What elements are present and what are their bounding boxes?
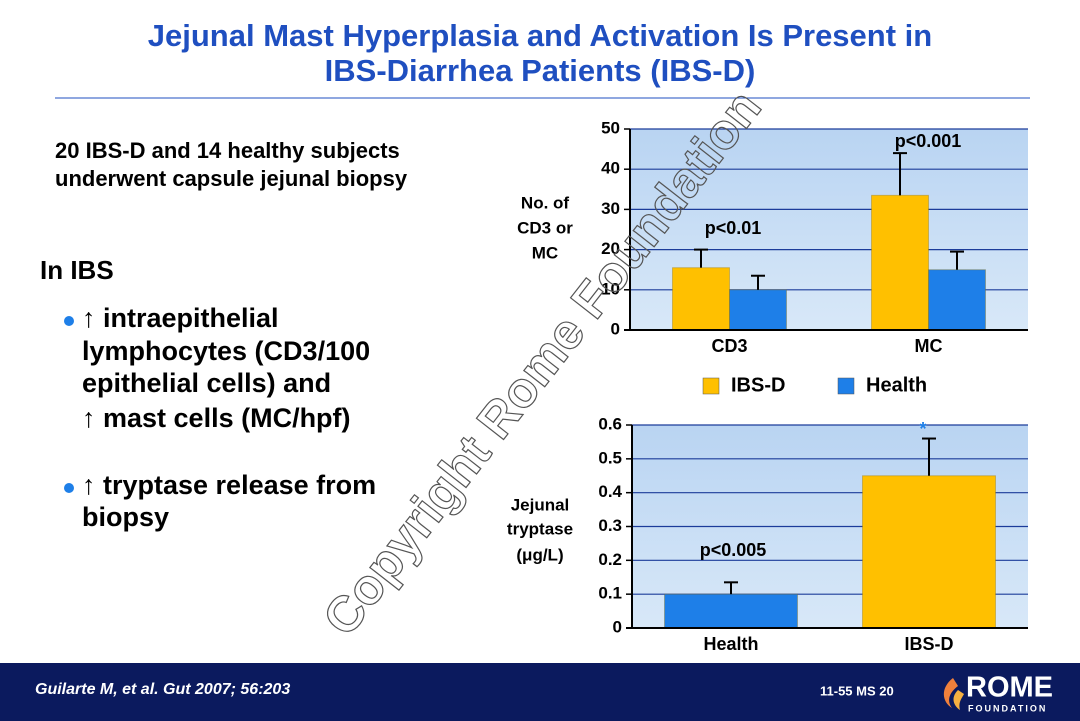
bar xyxy=(664,593,798,629)
legend-swatch xyxy=(702,377,720,395)
logo-sub: FOUNDATION xyxy=(968,703,1047,713)
bullet-dot xyxy=(64,483,74,493)
y-axis-label: Jejunal xyxy=(511,495,570,514)
bar xyxy=(928,269,986,331)
bullet-line: lymphocytes (CD3/100 xyxy=(82,336,370,366)
y-axis-label: MC xyxy=(532,243,558,262)
y-axis-label: No. of xyxy=(521,193,569,212)
y-tick-label: 0.5 xyxy=(598,448,622,467)
heading: In IBS xyxy=(40,255,114,285)
annotation: p<0.01 xyxy=(705,218,762,238)
slide-number: 11-55 MS 20 xyxy=(820,683,894,698)
bullet-dot xyxy=(64,316,74,326)
bar xyxy=(729,289,787,331)
bullet-line: epithelial cells) and xyxy=(82,368,331,398)
y-tick-label: 20 xyxy=(601,239,620,258)
x-tick-label: Health xyxy=(703,634,758,654)
annotation: p<0.001 xyxy=(895,131,962,151)
y-tick-label: 10 xyxy=(601,279,620,298)
annotation: p<0.005 xyxy=(700,540,767,560)
y-axis-label: CD3 or xyxy=(517,218,573,237)
y-tick-label: 0.2 xyxy=(598,550,622,569)
intro-line: 20 IBS-D and 14 healthy subjects xyxy=(55,138,400,163)
logo-flame xyxy=(953,690,964,710)
bar xyxy=(862,475,996,629)
y-tick-label: 30 xyxy=(601,199,620,218)
legend-swatch xyxy=(837,377,855,395)
y-tick-label: 0.1 xyxy=(598,584,622,603)
logo-name: ROME xyxy=(966,672,1053,704)
bullet-line: ↑ mast cells (MC/hpf) xyxy=(82,403,351,433)
intro-line: underwent capsule jejunal biopsy xyxy=(55,166,408,191)
y-axis-label: tryptase xyxy=(507,519,573,538)
y-tick-label: 40 xyxy=(601,159,620,178)
y-tick-label: 0.6 xyxy=(598,414,622,433)
logo-flame xyxy=(943,678,958,708)
citation: Guilarte M, et al. Gut 2007; 56:203 xyxy=(35,681,290,698)
legend-label: Health xyxy=(866,374,927,396)
x-tick-label: IBS-D xyxy=(905,634,954,654)
y-tick-label: 0.4 xyxy=(598,482,622,501)
footer-band xyxy=(0,663,1080,721)
y-tick-label: 50 xyxy=(601,118,620,137)
bar xyxy=(871,194,929,331)
x-tick-label: CD3 xyxy=(711,336,747,356)
title-line: IBS-Diarrhea Patients (IBS-D) xyxy=(325,53,756,88)
y-tick-label: 0.3 xyxy=(598,516,622,535)
x-tick-label: MC xyxy=(915,336,943,356)
y-axis-label: (μg/L) xyxy=(516,545,563,564)
bullet-line: biopsy xyxy=(82,502,169,532)
title-line: Jejunal Mast Hyperplasia and Activation … xyxy=(148,18,932,53)
bullet-line: ↑ intraepithelial xyxy=(82,303,279,333)
legend-label: IBS-D xyxy=(731,374,785,396)
bullet-line: ↑ tryptase release from xyxy=(82,470,376,500)
bar xyxy=(672,267,730,331)
y-tick-label: 0 xyxy=(613,617,622,636)
annotation: * xyxy=(919,419,926,439)
y-tick-label: 0 xyxy=(611,319,620,338)
